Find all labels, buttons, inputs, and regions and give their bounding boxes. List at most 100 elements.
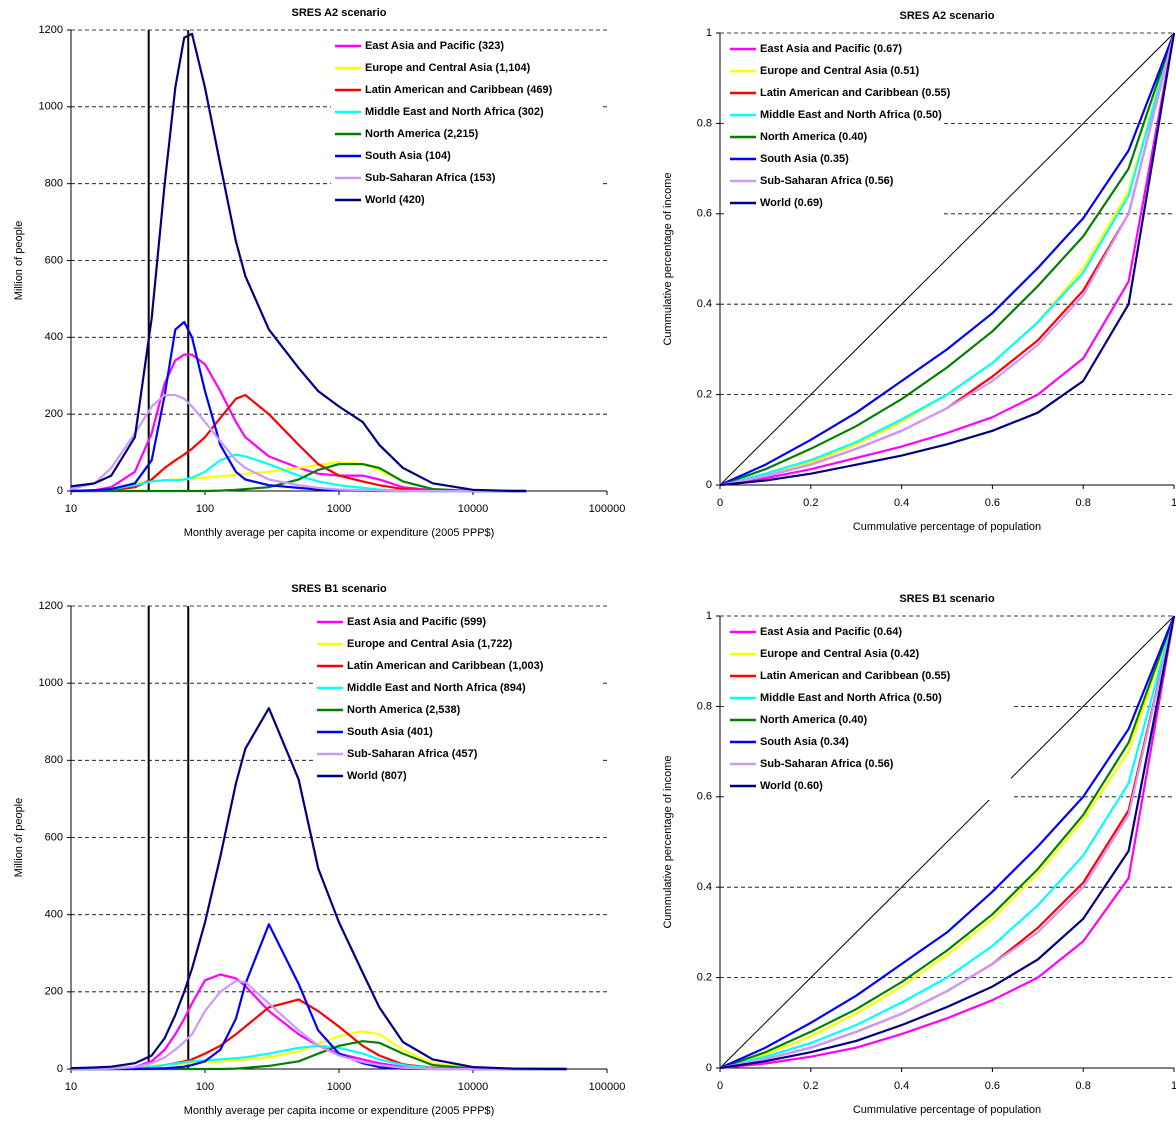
y-tick-label: 0 xyxy=(57,1063,63,1075)
legend-label: Middle East and North Africa (0.50) xyxy=(760,109,942,121)
series-line xyxy=(719,615,1176,1070)
legend-label: World (0.69) xyxy=(760,197,823,209)
y-axis-label: Million of people xyxy=(13,798,25,878)
legend-label: North America (2,215) xyxy=(365,128,479,140)
legend-label: Middle East and North Africa (894) xyxy=(347,682,526,694)
series-line xyxy=(71,979,567,1071)
y-tick-label: 1 xyxy=(706,610,712,622)
x-tick-label: 0.8 xyxy=(1076,497,1091,509)
legend-label: Europe and Central Asia (1,722) xyxy=(347,638,513,650)
x-tick-label: 0.6 xyxy=(985,1080,1000,1092)
legend-label: South Asia (104) xyxy=(365,150,451,162)
y-tick-label: 0 xyxy=(57,485,63,497)
x-tick-label: 10000 xyxy=(458,1081,489,1093)
y-tick-label: 600 xyxy=(45,254,63,266)
y-tick-label: 600 xyxy=(45,831,63,843)
y-tick-label: 800 xyxy=(45,754,63,766)
x-tick-label: 0.2 xyxy=(803,497,818,509)
legend-label: World (420) xyxy=(365,194,425,206)
x-tick-label: 0.4 xyxy=(894,497,909,509)
legend-label: Latin American and Caribbean (0.55) xyxy=(760,87,951,99)
chart-title: SRES B1 scenario xyxy=(899,593,995,605)
legend-label: World (807) xyxy=(347,770,407,782)
legend-label: East Asia and Pacific (323) xyxy=(365,40,504,52)
x-axis-label: Cummulative percentage of population xyxy=(853,1104,1041,1116)
series-line xyxy=(719,615,1176,1070)
series-line xyxy=(71,393,527,493)
x-tick-label: 0 xyxy=(717,497,723,509)
x-tick-label: 10 xyxy=(65,503,77,515)
series-line xyxy=(719,32,1176,487)
legend-label: Middle East and North Africa (0.50) xyxy=(760,692,942,704)
series-line xyxy=(70,393,527,493)
series-line xyxy=(70,32,527,493)
x-tick-label: 0.2 xyxy=(803,1080,818,1092)
legend-label: South Asia (0.34) xyxy=(760,736,849,748)
chart-panel: SRES A2 scenario Monthly average per capi… xyxy=(13,7,625,539)
y-tick-label: 1 xyxy=(706,27,712,39)
legend-label: Sub-Saharan Africa (0.56) xyxy=(760,175,894,187)
x-tick-label: 0.6 xyxy=(985,497,1000,509)
legend-label: South Asia (401) xyxy=(347,726,433,738)
legend-label: Sub-Saharan Africa (153) xyxy=(365,172,496,184)
x-tick-label: 100000 xyxy=(589,503,626,515)
x-tick-label: 1000 xyxy=(327,503,351,515)
legend-label: Europe and Central Asia (0.51) xyxy=(760,65,919,77)
legend-label: South Asia (0.35) xyxy=(760,153,849,165)
y-tick-label: 1000 xyxy=(39,101,63,113)
series-line xyxy=(719,32,1176,487)
y-axis-label: Million of people xyxy=(13,221,25,301)
legend-label: Europe and Central Asia (0.42) xyxy=(760,648,919,660)
x-tick-label: 10 xyxy=(65,1081,77,1093)
y-tick-label: 200 xyxy=(45,986,63,998)
y-tick-label: 0.6 xyxy=(697,208,712,220)
legend-label: North America (2,538) xyxy=(347,704,461,716)
y-tick-label: 200 xyxy=(45,408,63,420)
series-line xyxy=(719,615,1176,1070)
series-line xyxy=(719,615,1176,1070)
y-axis-label: Cummulative percentage of income xyxy=(662,172,674,345)
y-tick-label: 0 xyxy=(706,479,712,491)
legend-label: Latin American and Caribbean (0.55) xyxy=(760,670,951,682)
x-axis-label: Cummulative percentage of population xyxy=(853,521,1041,533)
legend-label: Latin American and Caribbean (1,003) xyxy=(347,660,544,672)
chart-title: SRES A2 scenario xyxy=(292,7,387,19)
y-tick-label: 0 xyxy=(706,1062,712,1074)
y-axis-label: Cummulative percentage of income xyxy=(662,755,674,928)
legend-label: North America (0.40) xyxy=(760,131,868,143)
series-line xyxy=(71,973,567,1071)
y-tick-label: 0.2 xyxy=(697,972,712,984)
equality-line xyxy=(719,615,1175,1069)
series-line xyxy=(719,32,1176,487)
series-line xyxy=(71,1030,567,1071)
x-tick-label: 1000 xyxy=(327,1081,351,1093)
legend-label: East Asia and Pacific (0.67) xyxy=(760,43,902,55)
chart-panel: SRES B1 scenario Monthly average per capi… xyxy=(13,583,625,1117)
legend-box xyxy=(726,37,944,217)
y-tick-label: 0.8 xyxy=(697,117,712,129)
x-tick-label: 0.8 xyxy=(1076,1080,1091,1092)
x-tick-label: 10000 xyxy=(458,503,489,515)
y-tick-label: 1200 xyxy=(39,600,63,612)
x-tick-label: 100 xyxy=(196,1081,214,1093)
equality-line xyxy=(719,32,1175,486)
legend-box xyxy=(331,34,603,214)
series-line xyxy=(70,353,527,493)
series-line xyxy=(719,32,1176,487)
series-line xyxy=(70,707,567,1071)
legend-label: Middle East and North Africa (302) xyxy=(365,106,544,118)
series-line xyxy=(719,615,1176,1070)
chart-panel: SRES B1 scenario Cummulative percentage o… xyxy=(662,593,1176,1116)
series-line xyxy=(719,615,1176,1070)
chart-title: SRES B1 scenario xyxy=(291,583,387,595)
chart-panel: SRES A2 scenario Cummulative percentage o… xyxy=(662,10,1176,533)
y-tick-label: 0.4 xyxy=(697,298,712,310)
legend-label: East Asia and Pacific (0.64) xyxy=(760,626,902,638)
x-axis-label: Monthly average per capita income or exp… xyxy=(184,527,495,539)
legend-label: World (0.60) xyxy=(760,780,823,792)
y-tick-label: 0.4 xyxy=(697,881,712,893)
y-tick-label: 0.6 xyxy=(697,791,712,803)
legend-label: Latin American and Caribbean (469) xyxy=(365,84,553,96)
y-tick-label: 400 xyxy=(45,909,63,921)
